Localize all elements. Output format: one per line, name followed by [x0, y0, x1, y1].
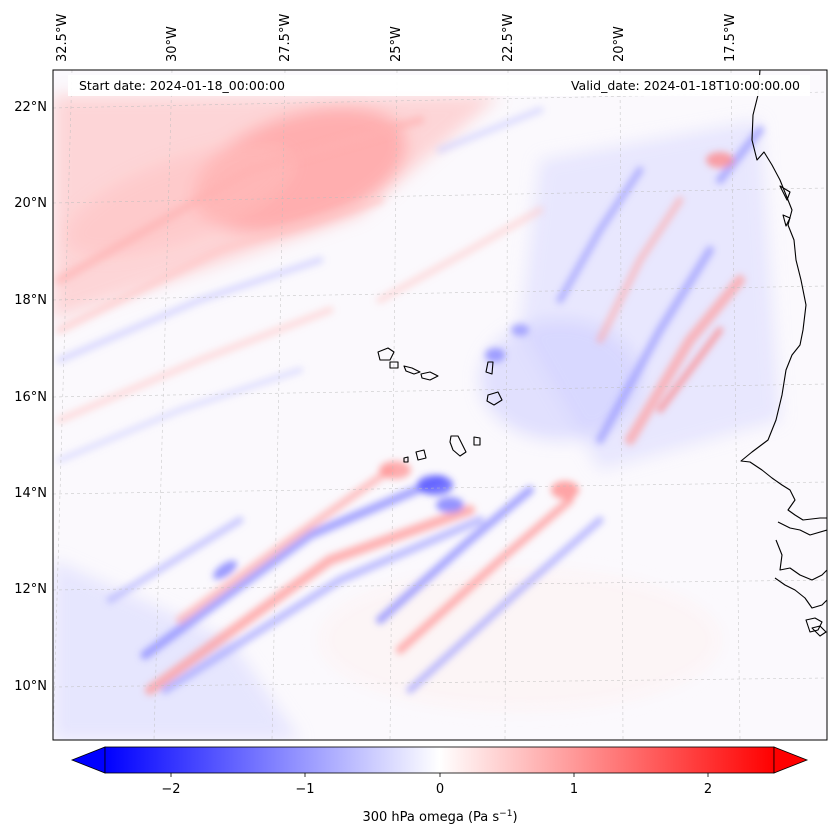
lon-tick-label-22-5w: 22.5°W — [501, 14, 516, 62]
colorbar-tick-label-0: 0 — [436, 782, 444, 797]
colorbar-tick-label-minus2: −2 — [161, 782, 180, 797]
island-maio — [473, 436, 481, 446]
descent-streak-west-1 — [56, 306, 334, 424]
lon-gridline-30w — [153, 70, 173, 740]
info-box — [68, 75, 810, 96]
coastline-river-2 — [775, 539, 827, 581]
descent-core-1 — [379, 461, 411, 479]
island-fogo — [415, 449, 427, 461]
map-frame — [52, 69, 828, 741]
coastline-south — [774, 577, 827, 609]
descent-streak-east-2 — [657, 327, 723, 413]
ascent-streak-northeast — [716, 126, 764, 184]
ascent-streak-east-1 — [596, 246, 714, 444]
coastline-islet-1 — [779, 185, 791, 201]
lat-tick-label-10n: 10°N — [14, 679, 47, 694]
lon-gridline-22-5w — [504, 70, 509, 740]
descent-streak-mid-1 — [376, 206, 544, 304]
ascent-maximum-center — [417, 475, 453, 495]
lon-tick-label-20w: 20°W — [612, 26, 627, 62]
island-sao-tiago — [449, 435, 467, 457]
lon-gridline-27-5w — [271, 70, 286, 740]
lon-tick-label-25w: 25°W — [389, 26, 404, 62]
ascent-core-cape-verde — [485, 348, 505, 362]
lat-tick-label-14n: 14°N — [14, 486, 47, 501]
island-islet-santa-luzia — [420, 371, 439, 381]
colorbar-tick-label-2: 2 — [704, 782, 712, 797]
descent-core-northeast — [706, 152, 734, 168]
start-date-label: Start date: 2024-01-18_00:00:00 — [79, 78, 285, 93]
colorbar-label: 300 hPa omega (Pa s−1) — [362, 809, 517, 825]
subsidence-area-north — [66, 144, 294, 256]
gridlines — [53, 70, 827, 740]
ascent-streak-5 — [406, 516, 604, 694]
lon-tick-label-32-5w: 32.5°W — [55, 14, 70, 62]
descent-streak-east-1 — [625, 275, 745, 445]
lon-tick-label-30w: 30°W — [165, 26, 180, 62]
colorbar-body — [104, 746, 775, 774]
lon-gridline-17-5w — [730, 70, 741, 740]
island-sal — [485, 361, 494, 375]
ascent-core-southwest — [213, 560, 237, 580]
descent-streak-northwest-1 — [55, 115, 425, 285]
ascent-streak-3 — [106, 516, 244, 604]
ascent-streak-2 — [161, 516, 484, 694]
lon-tick-labels: 32.5°W 30°W 27.5°W 25°W 22.5°W 20°W 17.5… — [55, 14, 738, 62]
island-brava — [403, 456, 409, 463]
ascent-core-2 — [436, 497, 464, 513]
african-coastline — [740, 70, 827, 521]
colorbar-label-exponent: −1 — [499, 809, 512, 819]
island-sao-vicente — [389, 361, 399, 369]
descent-streak-2 — [176, 466, 394, 624]
ascent-streak-east-2 — [556, 166, 644, 304]
lon-gridline-32-5w — [53, 70, 73, 740]
lat-tick-label-22n: 22°N — [14, 100, 47, 115]
island-santo-antao — [377, 347, 395, 361]
lat-tick-label-16n: 16°N — [14, 390, 47, 405]
colorbar-extend-min — [70, 746, 106, 774]
descent-streak-1 — [145, 505, 475, 695]
omega-field — [53, 95, 780, 740]
colorbar-extend-max — [773, 746, 809, 774]
coastline-islands-bijagos — [805, 617, 827, 637]
descent-core-2 — [551, 481, 579, 499]
island-boa-vista — [486, 391, 503, 406]
ascent-streak-west-1 — [56, 256, 324, 364]
ascent-area-center — [480, 320, 640, 440]
lon-tick-label-27-5w: 27.5°W — [278, 14, 293, 62]
ascent-streak-1 — [140, 475, 445, 660]
colorbar-tick-label-1: 1 — [570, 782, 578, 797]
lon-gridline-20w — [619, 70, 624, 740]
ascent-area-southwest — [53, 560, 300, 740]
lat-tick-label-18n: 18°N — [14, 293, 47, 308]
coastline-islet-2 — [782, 214, 791, 227]
descent-streak-east-3 — [596, 196, 684, 344]
neutral-area-south — [320, 570, 720, 710]
lat-tick-labels: 22°N 20°N 18°N 16°N 14°N 12°N 10°N — [14, 100, 47, 694]
lat-tick-label-12n: 12°N — [14, 582, 47, 597]
colorbar: −2 −1 0 1 2 300 hPa omega (Pa s−1) — [70, 746, 809, 825]
descent-streak-northwest-2 — [56, 196, 384, 334]
lon-gridline-25w — [389, 70, 398, 740]
omega-field-streaks — [55, 106, 764, 695]
valid-date-label: Valid_date: 2024-01-18T10:00:00.00 — [571, 78, 800, 93]
coastline-river-1 — [777, 521, 827, 536]
colorbar-ticks — [170, 773, 709, 777]
colorbar-label-close: ) — [512, 810, 517, 825]
colorbar-tick-label-minus1: −1 — [295, 782, 314, 797]
map-panel: Start date: 2024-01-18_00:00:00 Valid_da… — [53, 70, 827, 740]
ascent-streak-4 — [376, 486, 534, 624]
coastlines — [377, 70, 827, 637]
descent-streak-3 — [396, 496, 574, 654]
ascent-core-mid — [511, 324, 529, 336]
lon-tick-label-17-5w: 17.5°W — [723, 14, 738, 62]
colorbar-label-main: 300 hPa omega (Pa s — [362, 810, 499, 825]
ascent-streak-northwest-1 — [436, 106, 544, 154]
lat-tick-label-20n: 20°N — [14, 196, 47, 211]
island-sao-nicolau — [403, 365, 421, 375]
ascent-streak-west-2 — [57, 367, 303, 463]
